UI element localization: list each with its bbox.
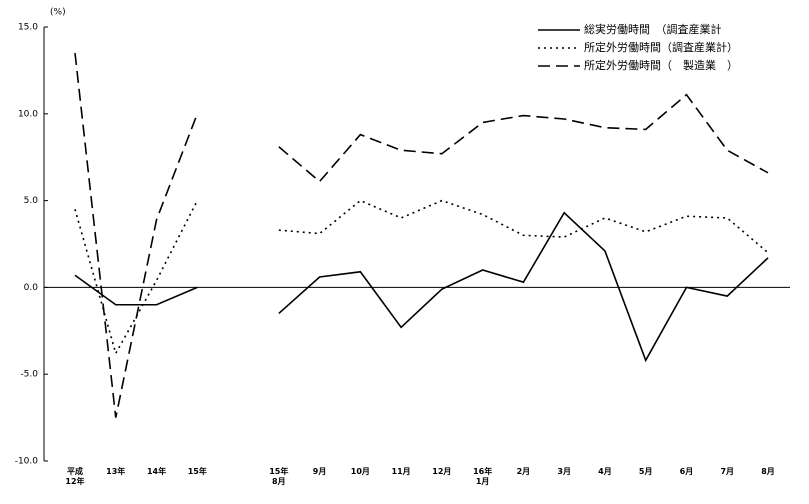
x-tick-label: 平成 12年 xyxy=(65,467,85,486)
x-tick-label: 6月 xyxy=(679,467,694,476)
x-tick-label: 12月 xyxy=(432,467,452,476)
x-tick-label: 13年 xyxy=(106,467,126,476)
x-tick-label: 2月 xyxy=(516,467,531,476)
legend-label: 所定外労働時間（調査産業計） xyxy=(584,40,738,54)
x-tick-label: 5月 xyxy=(638,467,653,476)
y-tick-label: 0.0 xyxy=(24,283,39,293)
series-line xyxy=(74,52,769,418)
x-tick-label: 9月 xyxy=(312,467,327,476)
series-line xyxy=(74,199,769,356)
x-tick-label: 7月 xyxy=(720,467,735,476)
y-tick-label: -10.0 xyxy=(15,457,39,467)
legend-label: 所定外労働時間（ 製造業 ） xyxy=(584,58,738,72)
x-tick-label: 4月 xyxy=(598,467,612,476)
series-line xyxy=(74,211,769,363)
y-tick-label: 5.0 xyxy=(24,196,39,206)
legend-label: 総実労働時間 （調査産業計 xyxy=(584,22,722,36)
x-tick-label: 15年 xyxy=(187,467,207,476)
x-tick-label: 10月 xyxy=(350,467,370,476)
x-tick-label: 11月 xyxy=(391,467,411,476)
y-tick-label: -5.0 xyxy=(20,370,38,380)
y-tick-label: 10.0 xyxy=(18,109,38,119)
y-axis-label: (%) xyxy=(50,8,66,18)
x-tick-label: 14年 xyxy=(146,467,167,476)
x-tick-label: 15年 8月 xyxy=(269,467,289,486)
y-tick-label: 15.0 xyxy=(18,23,38,33)
x-tick-label: 3月 xyxy=(557,467,571,476)
x-tick-label: 16年 1月 xyxy=(473,467,493,486)
x-tick-label: 8月 xyxy=(761,467,775,476)
